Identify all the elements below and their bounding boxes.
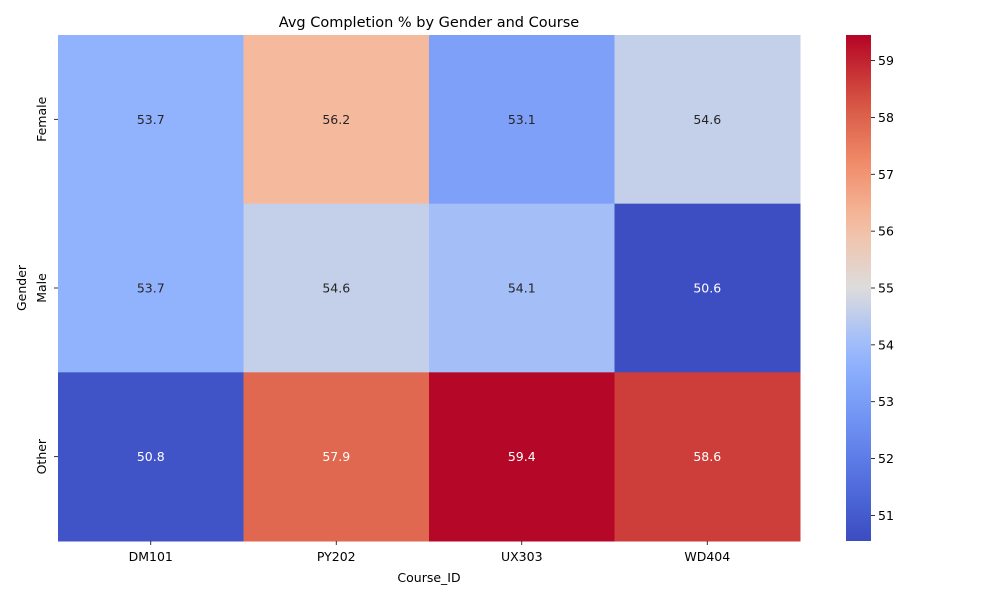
heatmap-cell bbox=[429, 35, 615, 205]
cell-value-label: 54.6 bbox=[693, 112, 721, 127]
heatmap-cell bbox=[614, 203, 801, 373]
y-tick-label: Female bbox=[34, 96, 49, 142]
x-axis-label: Course_ID bbox=[397, 570, 460, 585]
cell-value-label: 58.6 bbox=[693, 449, 721, 464]
colorbar-axis: 51 52 53 54 55 56 57 58 59 bbox=[871, 53, 894, 523]
y-axis: Female Male Other bbox=[34, 96, 58, 474]
colorbar bbox=[846, 35, 871, 541]
x-tick-label: DM101 bbox=[129, 549, 173, 564]
heatmap-cell bbox=[429, 203, 615, 373]
cell-value-label: 53.7 bbox=[137, 112, 165, 127]
cell-value-label: 50.6 bbox=[693, 281, 721, 296]
colorbar-tick-label: 51 bbox=[878, 508, 894, 523]
cell-value-label: 59.4 bbox=[508, 449, 536, 464]
heatmap-cell bbox=[243, 35, 430, 205]
chart-title: Avg Completion % by Gender and Course bbox=[279, 15, 580, 31]
cell-value-label: 57.9 bbox=[322, 449, 350, 464]
colorbar-tick-label: 52 bbox=[878, 451, 894, 466]
heatmap-cell bbox=[243, 203, 430, 373]
heatmap-cell bbox=[614, 35, 801, 205]
heatmap-cell bbox=[614, 372, 801, 542]
colorbar-tick-label: 59 bbox=[878, 53, 894, 68]
colorbar-tick-label: 55 bbox=[878, 281, 894, 296]
cell-value-label: 53.1 bbox=[508, 112, 536, 127]
heatmap-cell bbox=[58, 35, 244, 205]
heatmap-cells: 53.7 56.2 53.1 54.6 53.7 54.6 54.1 50.6 50.8 57.9… bbox=[58, 35, 801, 542]
cell-value-label: 56.2 bbox=[322, 112, 350, 127]
colorbar-tick-label: 56 bbox=[878, 224, 894, 239]
y-axis-label: Gender bbox=[14, 264, 29, 311]
colorbar-tick-label: 57 bbox=[878, 167, 894, 182]
y-tick-label: Male bbox=[34, 273, 49, 303]
cell-value-label: 53.7 bbox=[137, 281, 165, 296]
cell-value-label: 50.8 bbox=[137, 449, 165, 464]
x-axis: DM101 PY202 UX303 WD404 bbox=[129, 541, 730, 564]
y-tick-label: Other bbox=[34, 438, 49, 474]
x-tick-label: WD404 bbox=[684, 549, 730, 564]
x-tick-label: PY202 bbox=[317, 549, 356, 564]
colorbar-tick-label: 53 bbox=[878, 394, 894, 409]
heatmap-cell bbox=[58, 203, 244, 373]
colorbar-tick-label: 58 bbox=[878, 110, 894, 125]
cell-value-label: 54.6 bbox=[322, 281, 350, 296]
x-tick-label: UX303 bbox=[501, 549, 543, 564]
cell-value-label: 54.1 bbox=[508, 281, 536, 296]
heatmap-cell bbox=[429, 372, 615, 542]
colorbar-tick-label: 54 bbox=[878, 337, 894, 352]
heatmap-cell bbox=[243, 372, 430, 542]
heatmap-cell bbox=[58, 372, 244, 542]
